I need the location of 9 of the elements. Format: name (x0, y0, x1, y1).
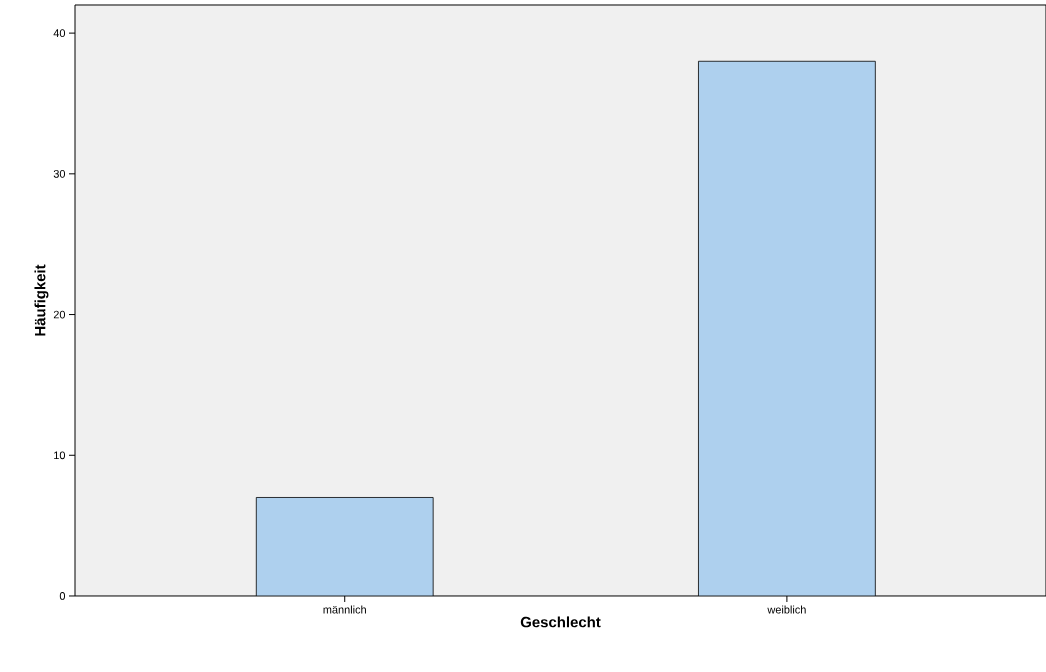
x-axis-title: Geschlecht (520, 616, 601, 628)
y-tick-label: 20 (53, 310, 66, 319)
y-axis-title: Häufigkeit (34, 264, 49, 336)
y-tick-label: 40 (53, 29, 66, 38)
x-tick-label: weiblich (767, 605, 806, 614)
x-tick-label: männlich (323, 605, 366, 614)
y-tick-label: 10 (54, 451, 66, 460)
y-tick-label: 30 (53, 169, 66, 178)
y-tick-label: 0 (59, 592, 66, 600)
